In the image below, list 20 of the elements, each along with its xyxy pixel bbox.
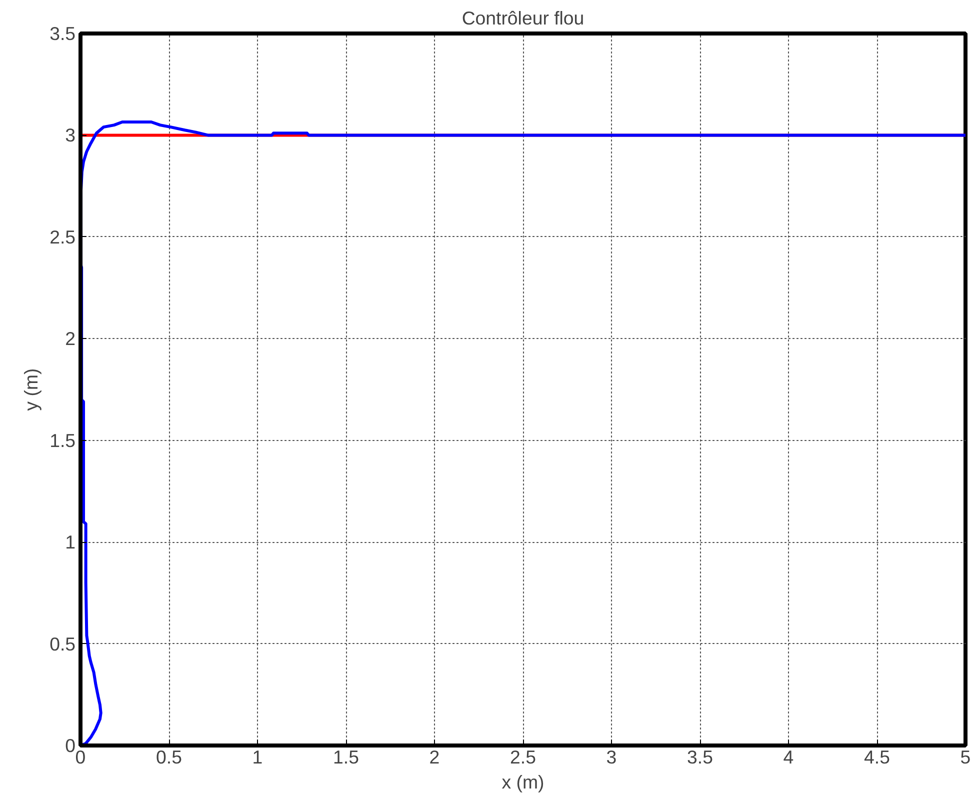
y-tick-label: 3 <box>65 124 76 146</box>
x-tick-label: 4 <box>783 746 794 768</box>
y-tick-label: 1 <box>65 532 76 553</box>
x-tick-label: 4.5 <box>864 746 890 768</box>
x-tick-label: 2 <box>429 746 440 768</box>
y-tick-label: 0.5 <box>50 633 76 654</box>
x-tick-label: 0.5 <box>156 746 182 768</box>
x-tick-label: 1 <box>252 746 263 768</box>
y-tick-label: 2.5 <box>50 226 76 248</box>
x-tick-label: 3 <box>606 746 617 768</box>
x-tick-label: 5 <box>960 746 971 768</box>
y-tick-label: 3.5 <box>50 23 76 44</box>
y-tick-label: 1.5 <box>50 430 76 451</box>
x-tick-label: 2.5 <box>510 746 536 768</box>
x-axis-title: x (m) <box>502 772 544 792</box>
y-tick-label: 2 <box>65 328 76 350</box>
y-axis-title: y (m) <box>20 368 42 411</box>
chart-title: Contrôleur flou <box>462 8 584 28</box>
x-tick-label: 3.5 <box>687 746 713 768</box>
x-tick-label: 1.5 <box>333 746 359 768</box>
